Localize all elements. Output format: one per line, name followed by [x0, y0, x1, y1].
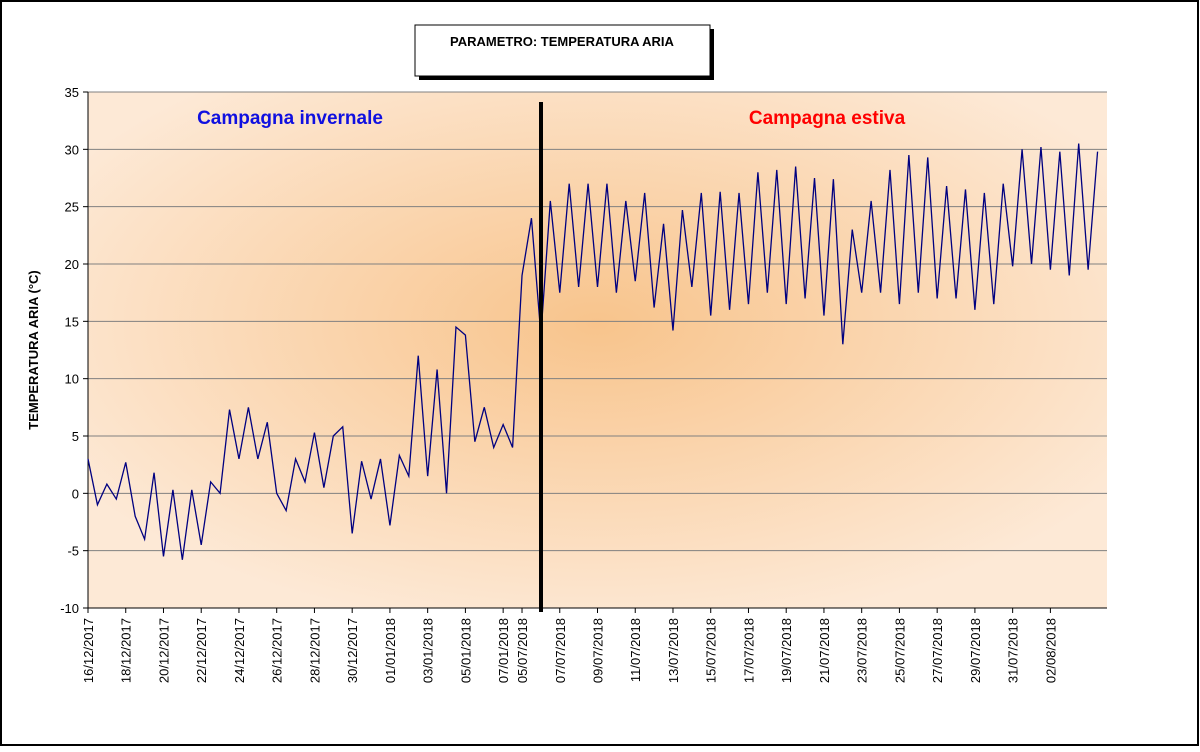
x-tick-label: 11/07/2018 [628, 618, 643, 682]
x-tick-label: 13/07/2018 [666, 618, 681, 683]
annotation: Campagna invernale [197, 108, 383, 129]
data-line [87, 143, 1099, 560]
x-tick-label: 21/07/2018 [817, 618, 832, 683]
x-tick-label: 05/01/2018 [458, 618, 473, 683]
x-tick-label: 16/12/2017 [81, 618, 96, 683]
x-tick-label: 17/07/2018 [741, 618, 756, 683]
y-tick-label: 0 [72, 486, 79, 501]
x-tick-label: 15/07/2018 [704, 618, 719, 683]
x-tick-label: 26/12/2017 [270, 618, 285, 683]
x-tick-label: 05/07/2018 [515, 618, 530, 683]
x-tick-label: 28/12/2017 [307, 618, 322, 683]
y-tick-label: 35 [65, 85, 79, 100]
plot: -10 -5 0 5 10 15 20 25 30 35 16/12/2017 18/12/2017 2… [60, 85, 1107, 683]
y-axis-label: TEMPERATURA ARIA (°C) [26, 270, 41, 430]
y-tick-label: 25 [65, 200, 79, 215]
x-tick-label: 24/12/2017 [232, 618, 247, 683]
x-tick-label: 27/07/2018 [930, 618, 945, 683]
y-tick-label: 15 [65, 314, 79, 329]
x-tick-label: 07/07/2018 [553, 618, 568, 683]
x-tick-label: 23/07/2018 [855, 618, 870, 683]
x-tick-label: 22/12/2017 [194, 618, 209, 683]
plot-area [88, 92, 1107, 608]
annotation: Campagna estiva [749, 108, 906, 129]
x-tick-label: 25/07/2018 [892, 618, 907, 683]
y-tick-label: -10 [60, 601, 79, 616]
y-tick-label: 10 [65, 372, 79, 387]
title-box [414, 24, 711, 77]
x-tick-label: 01/01/2018 [383, 618, 398, 683]
x-tick-label: 20/12/2017 [156, 618, 171, 683]
x-tick-label: 29/07/2018 [968, 618, 983, 683]
chart-title: PARAMETRO: TEMPERATURA ARIA [450, 34, 674, 49]
x-tick-label: 09/07/2018 [591, 618, 606, 683]
x-tick-label: 03/01/2018 [421, 618, 436, 683]
x-tick-label: 02/08/2018 [1043, 618, 1058, 683]
y-tick-label: -5 [67, 544, 79, 559]
y-tick-label: 30 [65, 142, 79, 157]
y-tick-label: 5 [72, 429, 79, 444]
x-tick-label: 31/07/2018 [1006, 618, 1021, 683]
y-tick-label: 20 [65, 257, 79, 272]
x-tick-label: 19/07/2018 [779, 618, 794, 683]
x-tick-label: 30/12/2017 [345, 618, 360, 683]
x-tick-label: 18/12/2017 [119, 618, 134, 683]
x-tick-label: 07/01/2018 [496, 618, 511, 683]
